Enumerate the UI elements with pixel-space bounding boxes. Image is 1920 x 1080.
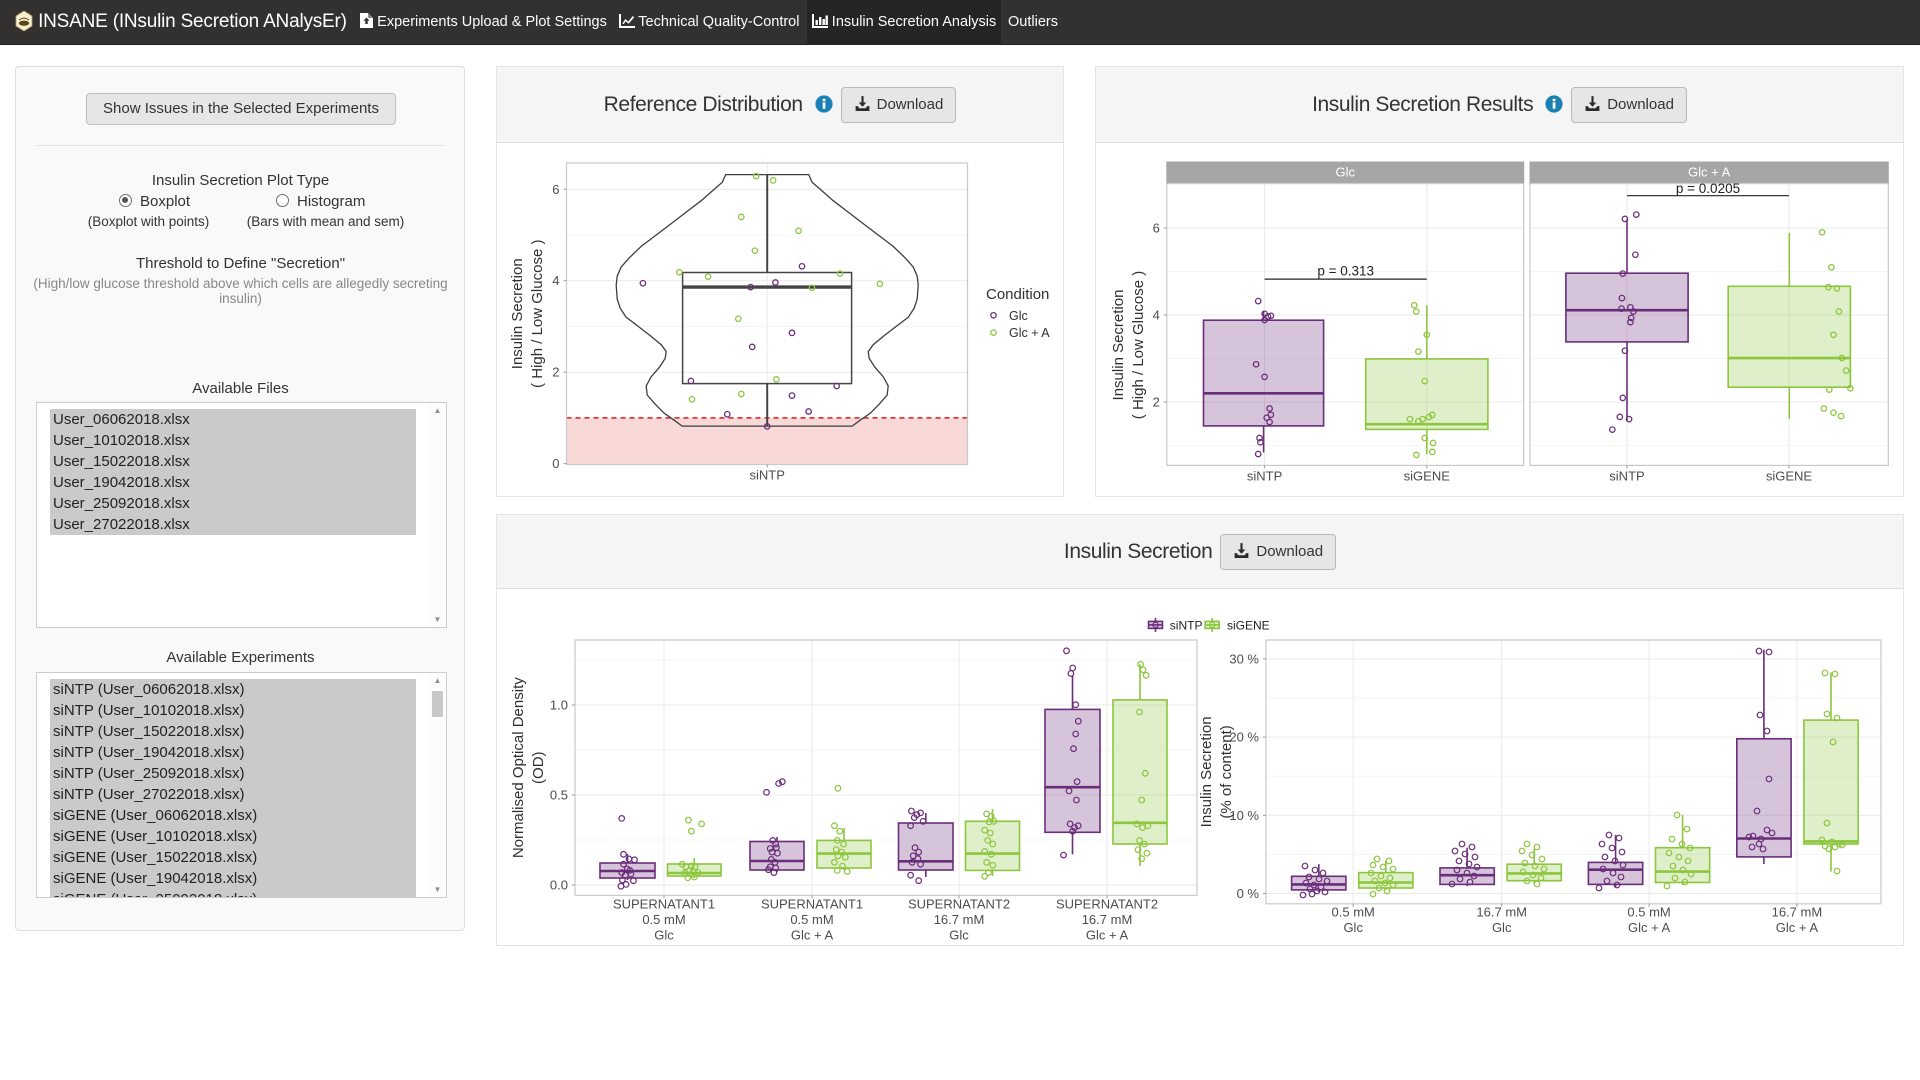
svg-text:6: 6 <box>1153 221 1160 236</box>
svg-text:0: 0 <box>552 456 559 471</box>
svg-text:Glc + A: Glc + A <box>1086 928 1129 943</box>
svg-text:Glc: Glc <box>1336 165 1356 180</box>
svg-text:(% of content): (% of content) <box>1218 725 1235 818</box>
svg-text:Glc + A: Glc + A <box>1776 920 1819 935</box>
svg-text:Glc + A: Glc + A <box>1009 326 1050 340</box>
svg-text:siNTP: siNTP <box>750 468 785 483</box>
svg-text:16.7 mM: 16.7 mM <box>1772 905 1823 920</box>
svg-text:20 %: 20 % <box>1229 730 1259 745</box>
svg-text:SUPERNATANT2: SUPERNATANT2 <box>1056 897 1158 912</box>
svg-text:0.5 mM: 0.5 mM <box>790 912 833 927</box>
svg-text:16.7 mM: 16.7 mM <box>1082 912 1133 927</box>
svg-text:0.5: 0.5 <box>550 788 568 803</box>
svg-text:siGENE: siGENE <box>1227 618 1270 632</box>
svg-text:siGENE: siGENE <box>1766 468 1813 483</box>
svg-text:siGENE: siGENE <box>1404 468 1451 483</box>
svg-text:6: 6 <box>552 182 559 197</box>
svg-text:30 %: 30 % <box>1229 651 1259 666</box>
svg-text:4: 4 <box>1153 308 1160 323</box>
svg-text:siNTP: siNTP <box>1170 618 1203 632</box>
svg-text:Glc + A: Glc + A <box>1688 165 1731 180</box>
svg-text:( High / Low Glucose ): ( High / Low Glucose ) <box>1130 271 1147 419</box>
svg-text:1.0: 1.0 <box>550 698 568 713</box>
svg-text:Insulin Secretion: Insulin Secretion <box>1110 290 1127 401</box>
svg-text:Glc: Glc <box>1343 920 1363 935</box>
svg-text:SUPERNATANT1: SUPERNATANT1 <box>613 897 715 912</box>
svg-text:siNTP: siNTP <box>1247 468 1282 483</box>
svg-text:Glc: Glc <box>949 928 969 943</box>
svg-text:Glc: Glc <box>654 928 674 943</box>
svg-text:Normalised Optical Density: Normalised Optical Density <box>510 677 527 858</box>
svg-text:p = 0.0205: p = 0.0205 <box>1676 181 1740 196</box>
svg-text:16.7 mM: 16.7 mM <box>934 912 985 927</box>
svg-text:0 %: 0 % <box>1237 886 1260 901</box>
svg-text:SUPERNATANT2: SUPERNATANT2 <box>908 897 1010 912</box>
svg-text:SUPERNATANT1: SUPERNATANT1 <box>761 897 863 912</box>
svg-text:16.7 mM: 16.7 mM <box>1476 905 1527 920</box>
svg-text:( High / Low Glucose ): ( High / Low Glucose ) <box>529 240 546 388</box>
svg-text:2: 2 <box>1153 395 1160 410</box>
svg-text:Insulin Secretion: Insulin Secretion <box>1198 716 1215 827</box>
svg-text:0.5 mM: 0.5 mM <box>1627 905 1670 920</box>
svg-text:(OD): (OD) <box>530 751 547 784</box>
svg-text:Insulin Secretion: Insulin Secretion <box>509 258 526 369</box>
svg-text:Condition: Condition <box>986 286 1049 303</box>
svg-text:0.5 mM: 0.5 mM <box>1332 905 1375 920</box>
svg-text:4: 4 <box>552 273 559 288</box>
svg-text:Glc + A: Glc + A <box>1628 920 1671 935</box>
svg-text:2: 2 <box>552 365 559 380</box>
svg-text:10 %: 10 % <box>1229 808 1259 823</box>
svg-text:Glc + A: Glc + A <box>791 928 834 943</box>
svg-text:siNTP: siNTP <box>1609 468 1644 483</box>
svg-text:Glc: Glc <box>1492 920 1512 935</box>
svg-text:0.0: 0.0 <box>550 878 568 893</box>
svg-text:Glc: Glc <box>1009 309 1028 323</box>
svg-text:p = 0.313: p = 0.313 <box>1317 264 1374 279</box>
svg-text:0.5 mM: 0.5 mM <box>642 912 685 927</box>
